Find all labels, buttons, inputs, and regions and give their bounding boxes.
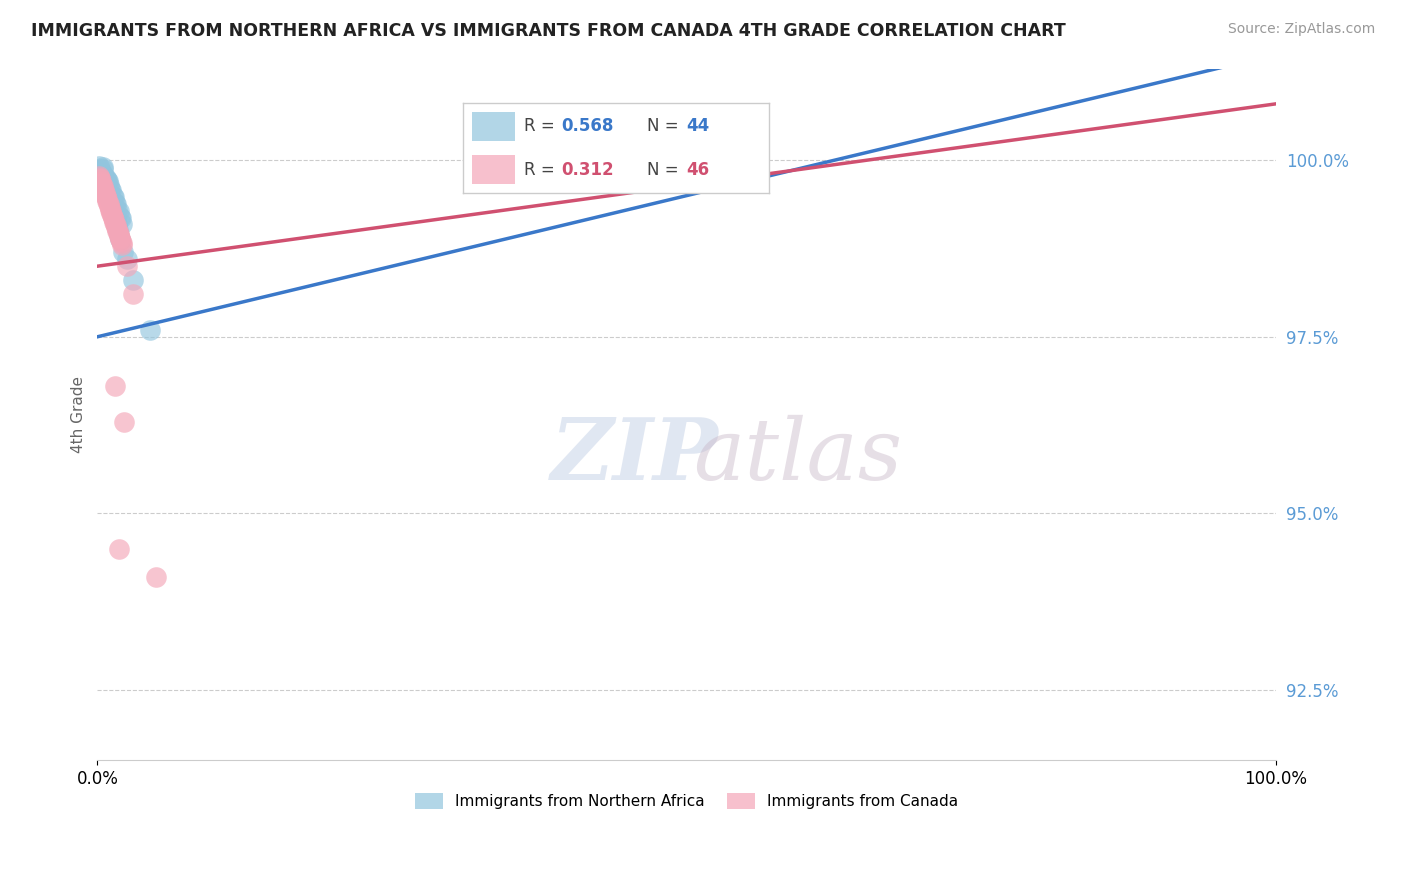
Point <box>108 210 131 224</box>
Point <box>105 202 128 217</box>
Point <box>97 187 120 202</box>
Point <box>105 197 128 211</box>
Point <box>94 175 117 189</box>
Point <box>107 227 129 242</box>
Point <box>104 379 127 393</box>
Point <box>110 235 132 250</box>
Legend: Immigrants from Northern Africa, Immigrants from Canada: Immigrants from Northern Africa, Immigra… <box>409 787 965 815</box>
Point <box>91 181 114 195</box>
Point <box>91 178 114 192</box>
Point <box>97 174 120 188</box>
Point <box>111 217 134 231</box>
Text: ZIP: ZIP <box>551 414 718 498</box>
Point <box>101 199 124 213</box>
Point <box>110 232 132 246</box>
Point <box>111 238 134 252</box>
Point <box>103 204 125 219</box>
Y-axis label: 4th Grade: 4th Grade <box>72 376 86 453</box>
Point <box>105 219 128 233</box>
Point <box>98 181 121 195</box>
Point <box>103 211 125 226</box>
Point <box>100 195 122 210</box>
Point <box>98 202 121 217</box>
Point <box>105 224 128 238</box>
Point <box>108 231 131 245</box>
Point <box>100 204 122 219</box>
Point <box>104 213 127 227</box>
Point <box>101 188 124 202</box>
Point <box>110 235 132 249</box>
Text: Source: ZipAtlas.com: Source: ZipAtlas.com <box>1227 22 1375 37</box>
Point <box>104 195 127 210</box>
Point <box>94 188 117 202</box>
Point <box>87 159 110 173</box>
Point <box>93 171 115 186</box>
Point <box>103 190 125 204</box>
Point <box>104 217 127 231</box>
Point <box>90 165 112 179</box>
Point <box>105 221 128 235</box>
Point <box>145 570 167 584</box>
Point <box>121 273 143 287</box>
Point <box>110 211 132 226</box>
Point <box>101 210 124 224</box>
Point <box>94 170 117 185</box>
Point <box>89 164 111 178</box>
Point <box>96 173 118 187</box>
Point <box>93 185 115 199</box>
Point <box>96 184 118 198</box>
Point <box>98 199 121 213</box>
Point <box>100 183 122 197</box>
Point <box>90 168 112 182</box>
Point <box>114 415 136 429</box>
Point <box>97 195 120 210</box>
Point <box>98 178 121 192</box>
Point <box>97 197 120 211</box>
Point <box>103 208 125 222</box>
Point <box>110 232 132 246</box>
Point <box>108 228 131 243</box>
Point <box>96 190 118 204</box>
Text: atlas: atlas <box>693 415 901 498</box>
Point <box>115 259 138 273</box>
Point <box>93 183 115 197</box>
Point <box>107 223 129 237</box>
Point <box>87 169 110 183</box>
Point <box>139 323 162 337</box>
Point <box>93 169 115 183</box>
Point <box>107 541 129 556</box>
Point <box>91 168 114 182</box>
Point <box>115 252 138 267</box>
Point <box>96 192 118 206</box>
Point <box>105 220 128 235</box>
Point <box>96 194 118 208</box>
Point <box>107 225 129 239</box>
Point <box>89 162 111 177</box>
Point <box>101 208 124 222</box>
Point <box>89 170 111 185</box>
Point <box>94 186 117 201</box>
Point <box>98 192 121 206</box>
Point <box>103 215 125 229</box>
Point <box>103 213 125 227</box>
Point <box>100 206 122 220</box>
Point <box>98 201 121 215</box>
Point <box>91 161 114 176</box>
Point <box>91 161 114 175</box>
Point <box>89 172 111 186</box>
Point <box>107 204 129 219</box>
Point <box>91 166 114 180</box>
Point <box>112 245 135 260</box>
Point <box>90 176 112 190</box>
Point <box>90 174 112 188</box>
Point <box>91 179 114 194</box>
Point <box>108 228 131 243</box>
Point <box>104 219 127 233</box>
Point <box>96 179 118 194</box>
Text: IMMIGRANTS FROM NORTHERN AFRICA VS IMMIGRANTS FROM CANADA 4TH GRADE CORRELATION : IMMIGRANTS FROM NORTHERN AFRICA VS IMMIG… <box>31 22 1066 40</box>
Point <box>121 287 143 301</box>
